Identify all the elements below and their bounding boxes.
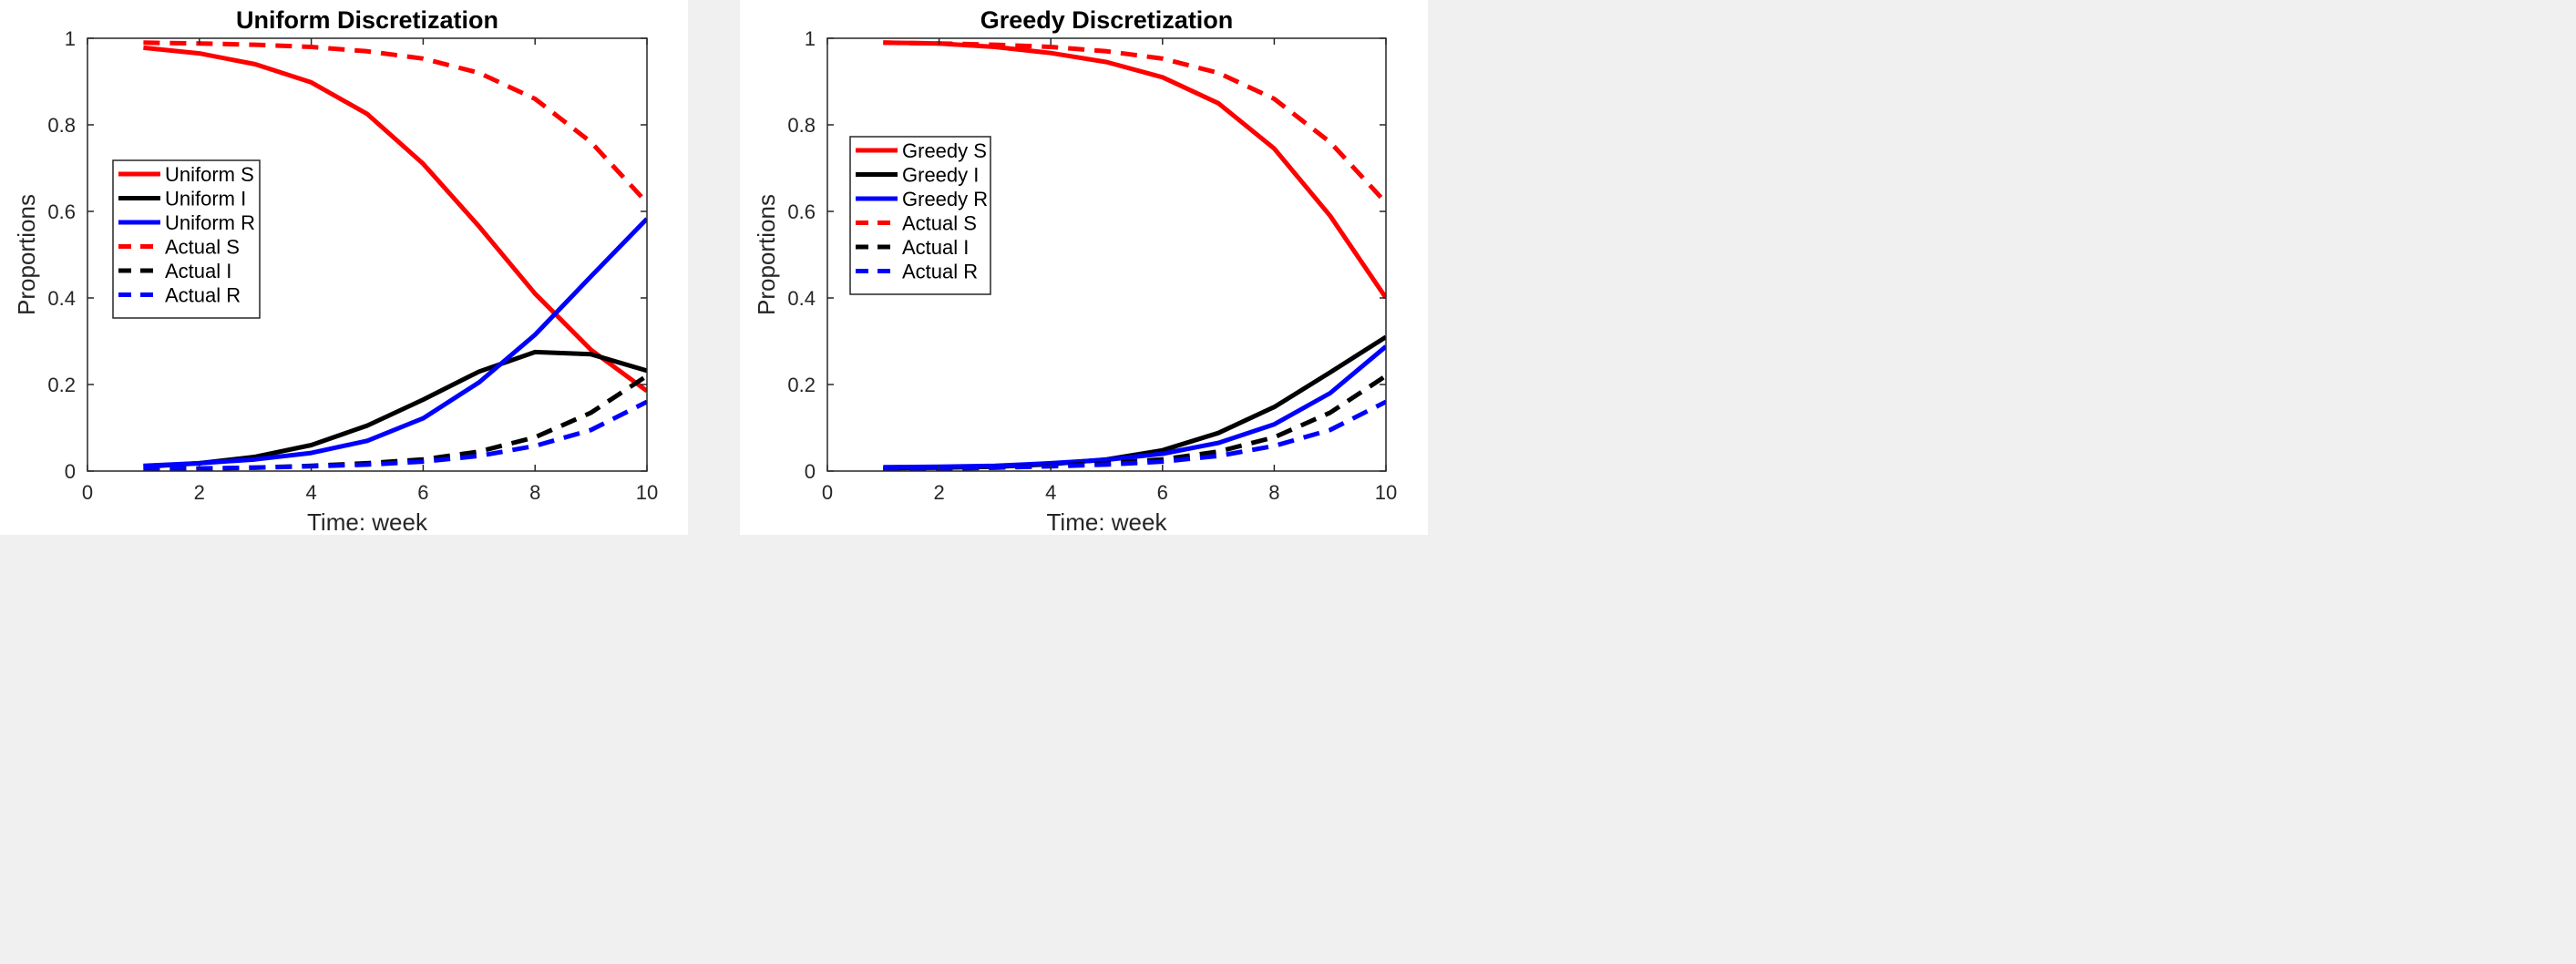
x-tick-label: 6 bbox=[417, 481, 428, 504]
x-tick-label: 4 bbox=[305, 481, 316, 504]
legend-label-actual-s: Actual S bbox=[165, 236, 240, 259]
y-axis-label: Proportions bbox=[13, 194, 40, 315]
series-line-actual-s bbox=[883, 40, 1386, 205]
axes-box bbox=[826, 37, 1387, 472]
legend-label-uniform-i: Uniform I bbox=[165, 188, 246, 210]
legend-label-actual-i: Actual I bbox=[165, 260, 231, 282]
axes-box bbox=[87, 37, 648, 472]
series-line-uniform-s bbox=[143, 45, 647, 394]
x-tick-label: 8 bbox=[1268, 481, 1279, 504]
x-axis-label: Time: week bbox=[1047, 508, 1168, 536]
y-tick-label: 1 bbox=[805, 27, 816, 50]
series-lines bbox=[883, 40, 1386, 471]
x-tick-label: 4 bbox=[1045, 481, 1056, 504]
uniform-panel: Uniform Discretization Proportions Time: w… bbox=[0, 0, 688, 536]
legend-label-greedy-i: Greedy I bbox=[902, 164, 979, 187]
legend-box bbox=[112, 159, 261, 319]
legend-label-actual-r: Actual R bbox=[165, 284, 241, 307]
y-tick-label: 0.2 bbox=[787, 374, 816, 396]
y-tick-label: 0.8 bbox=[787, 114, 816, 137]
panel-background bbox=[740, 0, 1428, 535]
y-tick-label: 0 bbox=[65, 460, 76, 483]
y-tick-label: 0.2 bbox=[47, 374, 76, 396]
chart-title: Greedy Discretization bbox=[980, 6, 1234, 34]
x-tick-label: 0 bbox=[82, 481, 93, 504]
legend-label-uniform-s: Uniform S bbox=[165, 163, 254, 186]
y-tick-label: 1 bbox=[65, 27, 76, 50]
series-line-actual-r bbox=[143, 399, 647, 471]
y-tick-label: 0.4 bbox=[787, 287, 816, 310]
x-tick-label: 8 bbox=[529, 481, 540, 504]
legend-box bbox=[849, 136, 991, 295]
legend-label-greedy-s: Greedy S bbox=[902, 139, 987, 162]
greedy-panel: Greedy Discretization Proportions Time: we… bbox=[740, 0, 1428, 536]
series-line-actual-r bbox=[883, 399, 1386, 471]
x-tick-label: 10 bbox=[636, 481, 658, 504]
series-lines bbox=[143, 40, 647, 471]
legend-label-actual-s: Actual S bbox=[902, 212, 977, 235]
legend-label-uniform-r: Uniform R bbox=[165, 211, 255, 234]
y-tick-label: 0.4 bbox=[47, 287, 76, 310]
chart-title: Uniform Discretization bbox=[236, 6, 498, 34]
legend-label-greedy-r: Greedy R bbox=[902, 188, 988, 210]
x-tick-label: 10 bbox=[1375, 481, 1397, 504]
legend-label-actual-i: Actual I bbox=[902, 236, 969, 259]
y-axis-label: Proportions bbox=[753, 194, 780, 315]
series-line-actual-s bbox=[143, 40, 647, 205]
legend-label-actual-r: Actual R bbox=[902, 261, 978, 283]
x-tick-label: 0 bbox=[822, 481, 833, 504]
x-tick-label: 2 bbox=[194, 481, 205, 504]
panel-background bbox=[0, 0, 688, 535]
y-tick-label: 0.6 bbox=[787, 200, 816, 223]
y-tick-label: 0.8 bbox=[47, 114, 76, 137]
x-axis-label: Time: week bbox=[307, 508, 428, 536]
y-tick-label: 0.6 bbox=[47, 200, 76, 223]
y-tick-label: 0 bbox=[805, 460, 816, 483]
series-line-uniform-r bbox=[143, 217, 647, 468]
x-tick-label: 6 bbox=[1157, 481, 1168, 504]
x-tick-label: 2 bbox=[933, 481, 944, 504]
